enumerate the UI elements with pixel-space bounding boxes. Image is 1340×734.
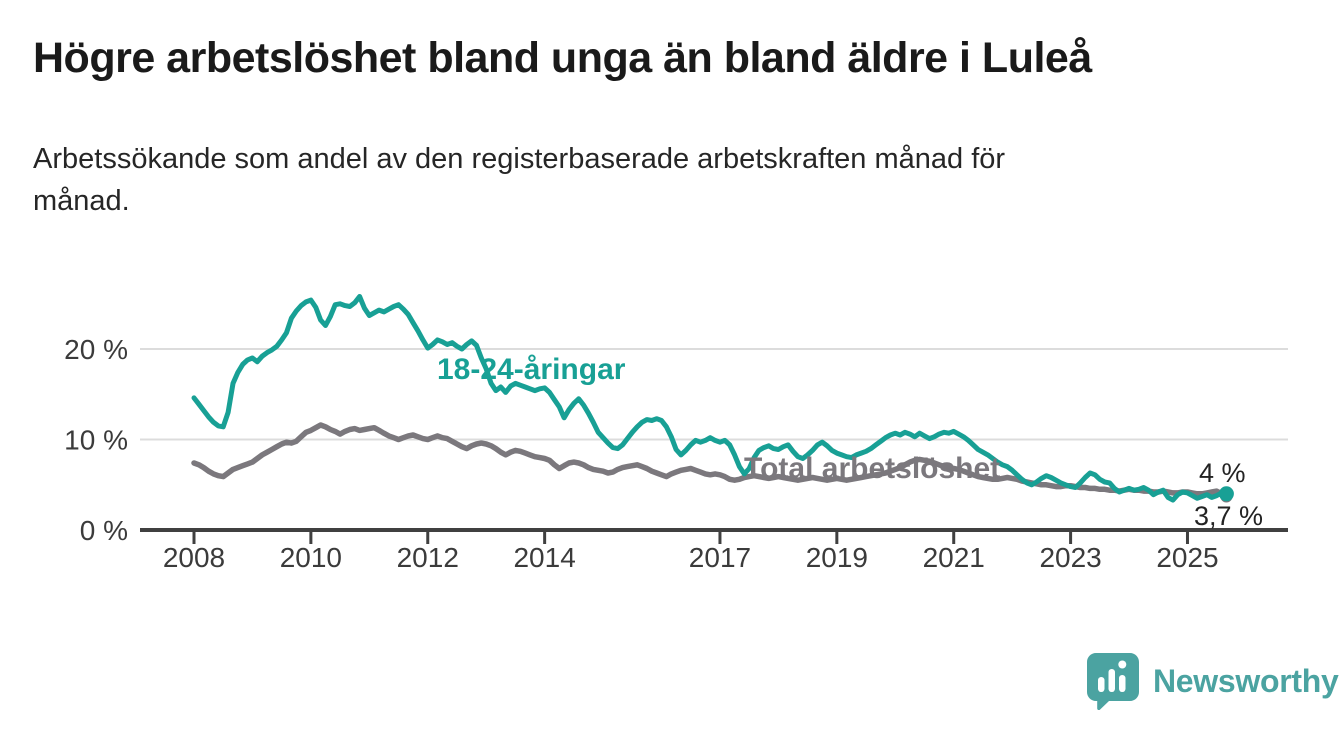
subtitle-line-1: Arbetssökande som andel av den registerb… <box>33 143 1006 175</box>
x-axis-tick-label: 2008 <box>163 542 225 573</box>
series-label-youth: 18-24-åringar <box>437 353 626 386</box>
chart-subtitle: Arbetssökande som andel av den registerb… <box>33 138 1005 222</box>
logo-dot <box>1118 660 1127 669</box>
page-title: Högre arbetslöshet bland unga än bland ä… <box>33 34 1092 82</box>
logo-bar-tall <box>1108 669 1115 692</box>
end-dot-youth <box>1218 486 1234 502</box>
x-axis-tick-label: 2019 <box>806 542 868 573</box>
newsworthy-logo-icon <box>1087 653 1139 710</box>
x-axis-tick-label: 2014 <box>513 542 575 573</box>
line-youth <box>191 294 1229 503</box>
logo-bar-short <box>1098 677 1105 692</box>
y-axis-tick-label: 20 % <box>64 334 128 365</box>
y-axis-tick-label: 0 % <box>80 515 128 546</box>
newsworthy-logo: Newsworthy <box>1086 652 1339 710</box>
line-total <box>191 422 1230 500</box>
end-value-label-youth: 4 % <box>1199 458 1246 488</box>
x-axis-tick-label: 2025 <box>1156 542 1218 573</box>
x-axis-tick-label: 2021 <box>923 542 985 573</box>
x-axis-tick-label: 2010 <box>280 542 342 573</box>
x-axis-tick-label: 2017 <box>689 542 751 573</box>
y-axis-tick-label: 10 % <box>64 425 128 456</box>
series-label-total: Total arbetslöshet <box>744 452 1001 485</box>
x-axis-tick-label: 2023 <box>1039 542 1101 573</box>
subtitle-line-2: månad. <box>33 185 130 218</box>
logo-bar-medium <box>1119 675 1126 692</box>
x-axis-tick-label: 2012 <box>397 542 459 573</box>
newsworthy-logo-text: Newsworthy <box>1153 662 1339 699</box>
end-value-label-total: 3,7 % <box>1194 501 1264 531</box>
